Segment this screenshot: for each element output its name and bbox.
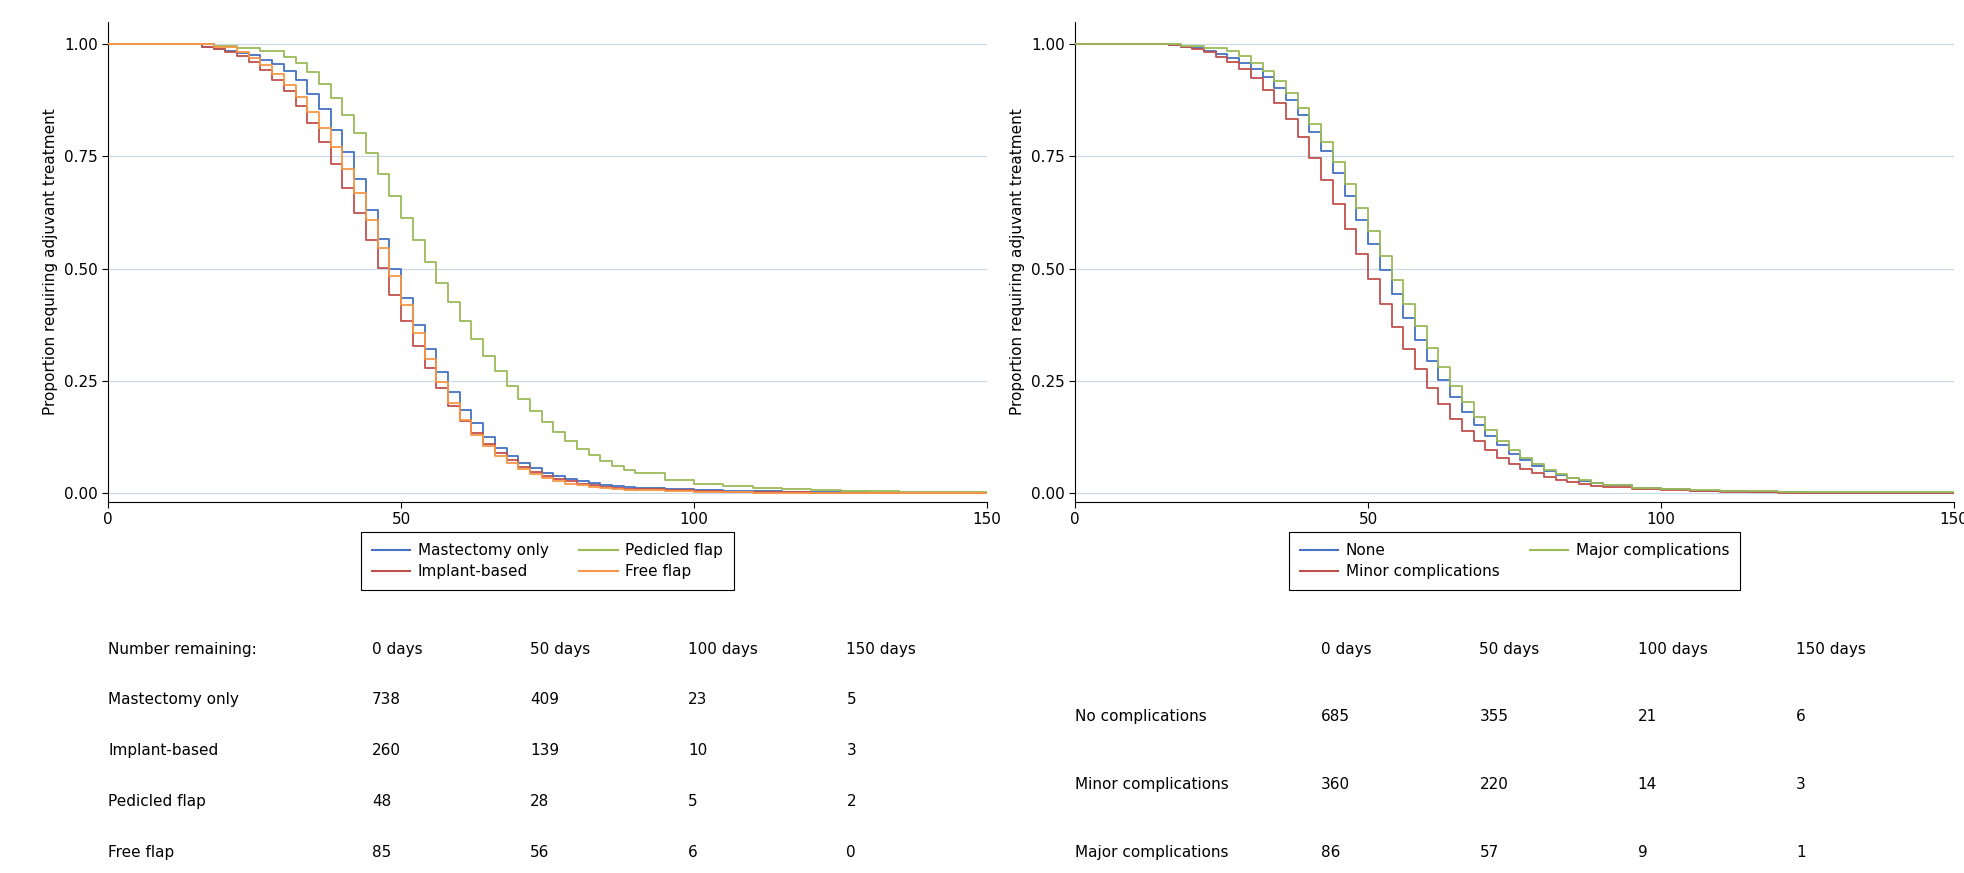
Text: 23: 23 — [687, 692, 707, 707]
Text: Pedicled flap: Pedicled flap — [108, 794, 206, 809]
X-axis label: Analysis time (days): Analysis time (days) — [1438, 533, 1593, 548]
Text: 139: 139 — [530, 743, 560, 758]
Text: Implant-based: Implant-based — [108, 743, 218, 758]
Text: 150 days: 150 days — [1795, 642, 1866, 656]
Text: 5: 5 — [687, 794, 697, 809]
Text: Free flap: Free flap — [108, 844, 175, 860]
Text: 85: 85 — [371, 844, 391, 860]
Text: Number remaining:: Number remaining: — [108, 642, 257, 656]
Y-axis label: Proportion requiring adjuvant treatment: Proportion requiring adjuvant treatment — [43, 108, 59, 416]
Text: 3: 3 — [1795, 777, 1805, 792]
Text: 0 days: 0 days — [371, 642, 422, 656]
Text: 50 days: 50 days — [530, 642, 591, 656]
Text: 9: 9 — [1638, 844, 1648, 860]
Text: Minor complications: Minor complications — [1074, 777, 1229, 792]
Text: 220: 220 — [1479, 777, 1508, 792]
Text: 14: 14 — [1638, 777, 1658, 792]
Text: 57: 57 — [1479, 844, 1499, 860]
Text: 6: 6 — [687, 844, 697, 860]
Text: 2: 2 — [846, 794, 856, 809]
Text: 738: 738 — [371, 692, 401, 707]
Text: 100 days: 100 days — [687, 642, 758, 656]
Text: 56: 56 — [530, 844, 550, 860]
Text: 3: 3 — [846, 743, 856, 758]
Text: 21: 21 — [1638, 710, 1658, 725]
Text: 150 days: 150 days — [846, 642, 917, 656]
X-axis label: Analysis time (days): Analysis time (days) — [469, 533, 625, 548]
Text: 100 days: 100 days — [1638, 642, 1707, 656]
Text: 5: 5 — [846, 692, 856, 707]
Y-axis label: Proportion requiring adjuvant treatment: Proportion requiring adjuvant treatment — [1009, 108, 1025, 416]
Text: 50 days: 50 days — [1479, 642, 1540, 656]
Text: 0 days: 0 days — [1322, 642, 1371, 656]
Text: 360: 360 — [1322, 777, 1351, 792]
Text: Mastectomy only: Mastectomy only — [108, 692, 240, 707]
Legend: Mastectomy only, Implant-based, Pedicled flap, Free flap: Mastectomy only, Implant-based, Pedicled… — [361, 533, 735, 590]
Text: No complications: No complications — [1074, 710, 1206, 725]
Text: 685: 685 — [1322, 710, 1349, 725]
Text: 10: 10 — [687, 743, 707, 758]
Text: 6: 6 — [1795, 710, 1805, 725]
Legend: None, Minor complications, Major complications: None, Minor complications, Major complic… — [1288, 533, 1740, 590]
Text: Major complications: Major complications — [1074, 844, 1229, 860]
Text: 409: 409 — [530, 692, 560, 707]
Text: 86: 86 — [1322, 844, 1341, 860]
Text: 0: 0 — [846, 844, 856, 860]
Text: 355: 355 — [1479, 710, 1508, 725]
Text: 28: 28 — [530, 794, 550, 809]
Text: 260: 260 — [371, 743, 401, 758]
Text: 1: 1 — [1795, 844, 1805, 860]
Text: 48: 48 — [371, 794, 391, 809]
